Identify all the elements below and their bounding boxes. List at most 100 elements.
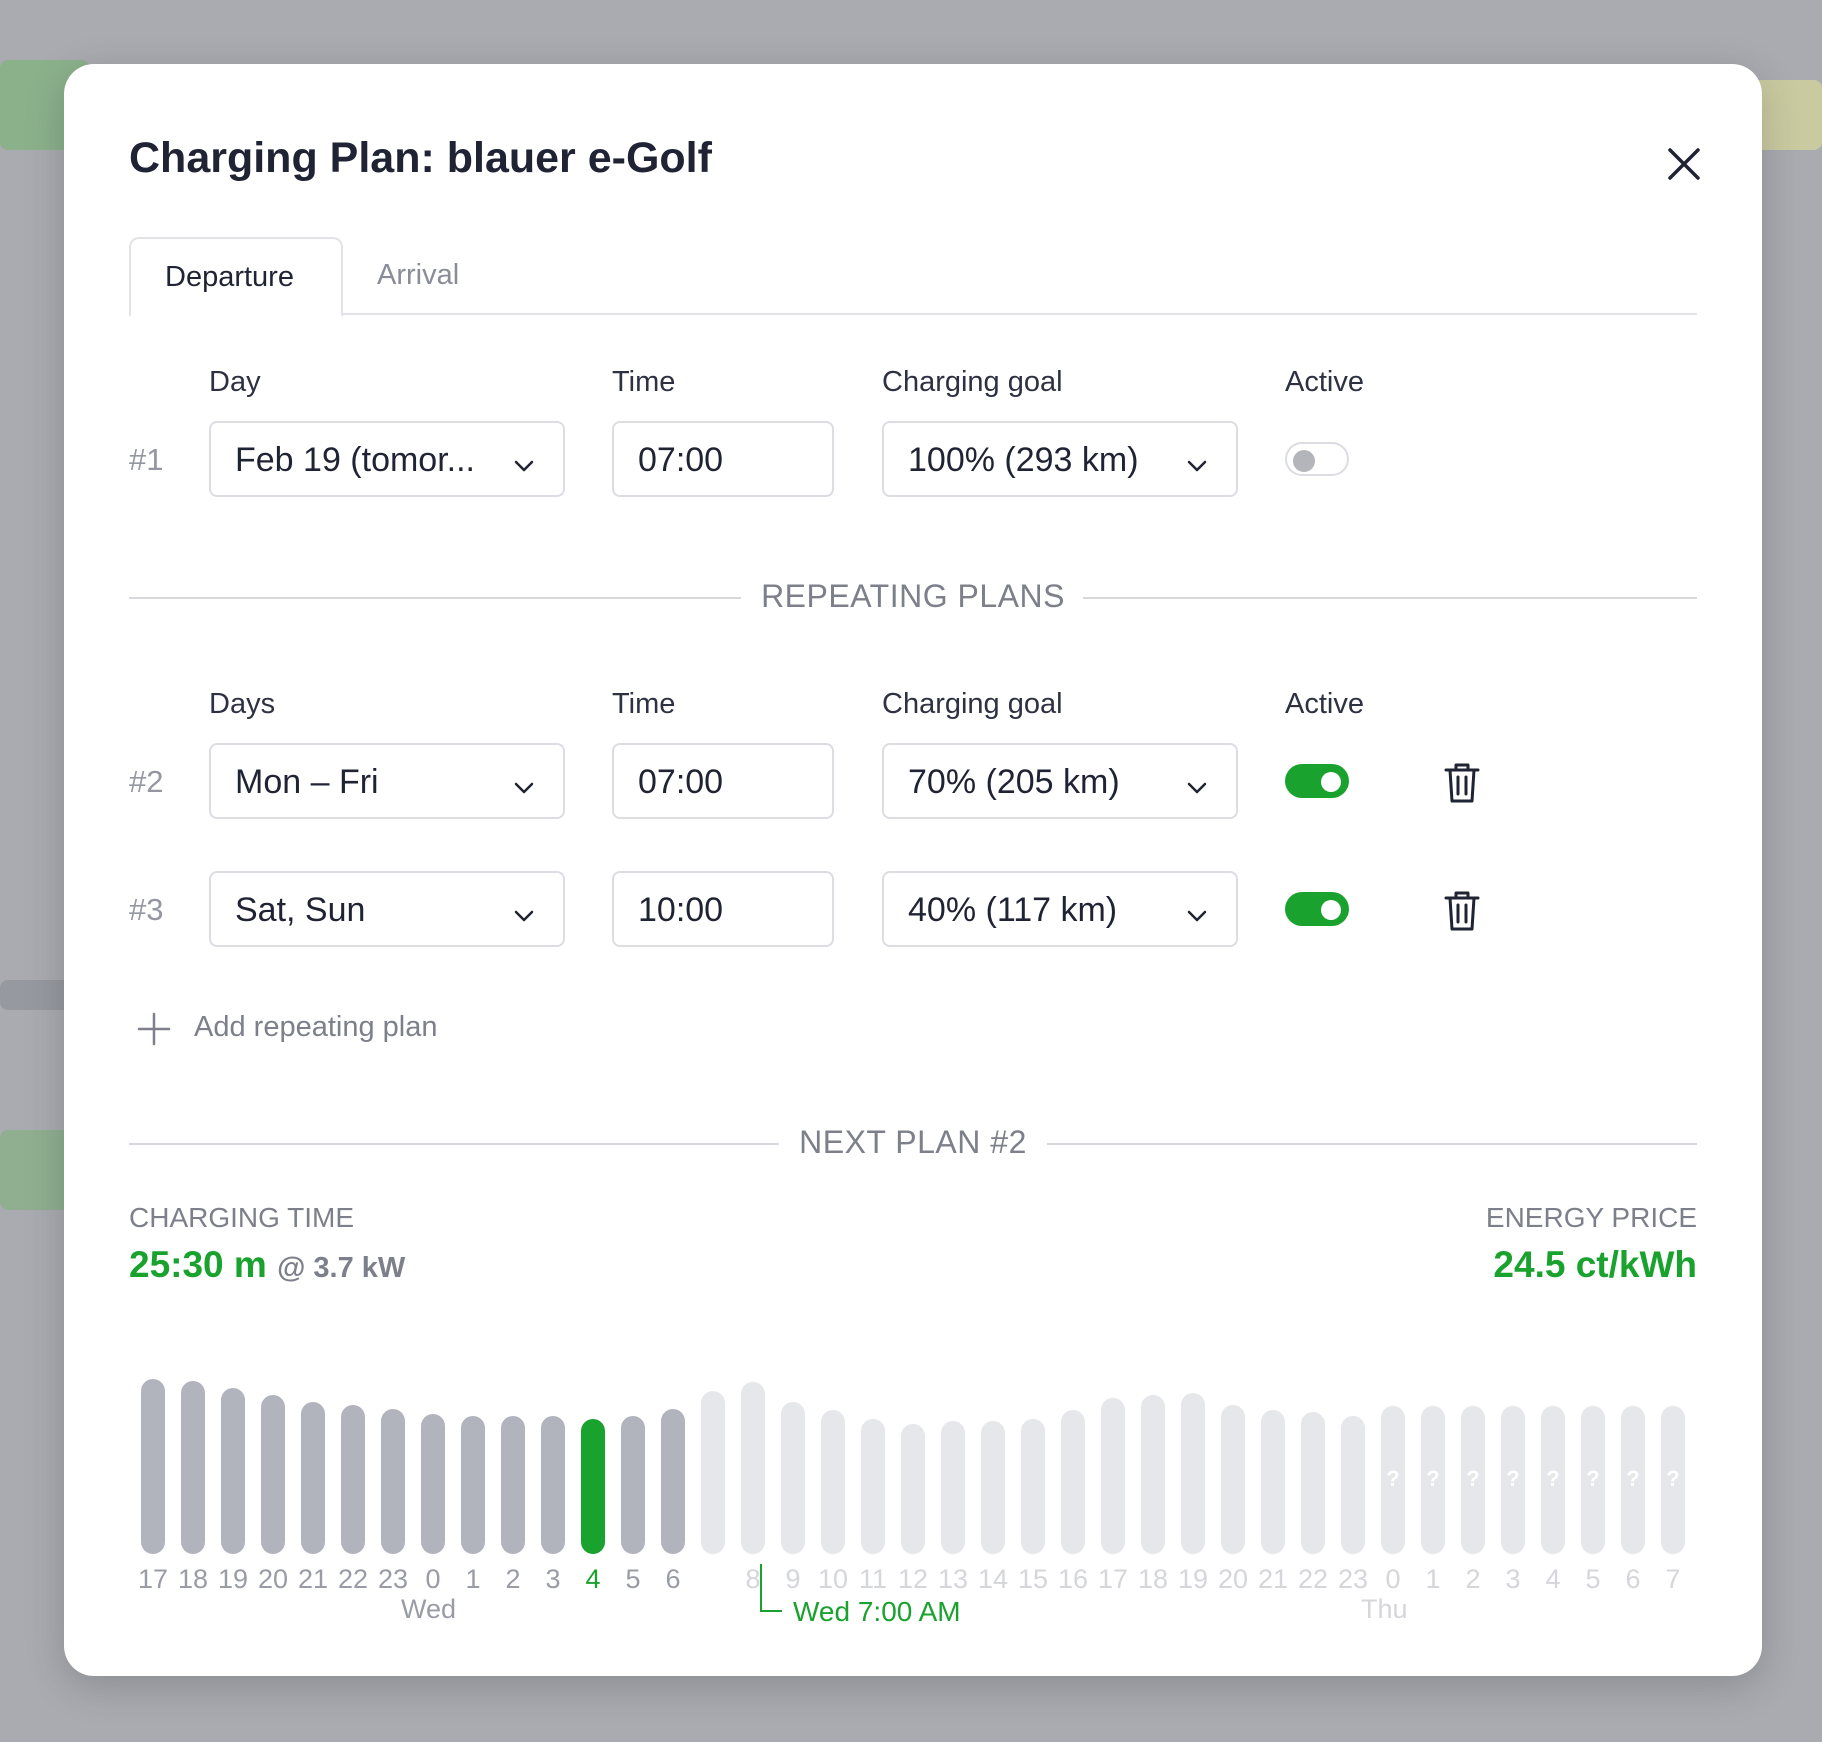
time-label: Time [612,366,676,398]
days-select[interactable]: Sat, Sun [209,871,565,947]
tab-departure[interactable]: Departure [129,237,343,317]
hour-label: 4 [585,1564,601,1594]
charging-goal-value: 100% (293 km) [908,441,1139,479]
price-bar [381,1409,405,1554]
hour-label: 18 [177,1564,209,1594]
day-select[interactable]: Feb 19 (tomor... [209,421,565,497]
delete-plan-button[interactable] [1442,889,1482,933]
price-bar [661,1409,685,1554]
trash-icon [1444,763,1480,803]
time-input-value: 07:00 [638,763,724,801]
price-bar [1021,1419,1045,1554]
charging-goal-select[interactable]: 40% (117 km) [882,871,1238,947]
price-bar [821,1410,845,1554]
hour-label: 23 [1337,1564,1369,1594]
price-bar [1101,1398,1125,1554]
charging-goal-value: 70% (205 km) [908,763,1120,801]
hour-label: 12 [897,1564,929,1594]
hour-label: 19 [1177,1564,1209,1594]
charging-plan-modal: Charging Plan: blauer e-Golf Departure A… [64,64,1762,1676]
price-bar [981,1421,1005,1554]
price-bar [1421,1406,1445,1554]
price-bar [1341,1416,1365,1554]
price-bar [861,1419,885,1554]
charging-goal-label: Charging goal [882,688,1063,720]
price-bar [461,1416,485,1554]
hour-label: 19 [217,1564,249,1594]
active-label: Active [1285,688,1364,720]
price-bar [341,1405,365,1554]
price-bar [501,1416,525,1554]
price-bar [1301,1412,1325,1554]
plan-number: #3 [129,892,164,927]
time-label: Time [612,688,676,720]
next-plan-divider: NEXT PLAN #2 [129,1124,1697,1164]
plan-number: #1 [129,442,164,477]
price-bar [901,1424,925,1554]
hour-label: 15 [1017,1564,1049,1594]
price-bar [621,1416,645,1554]
charging-goal-value: 40% (117 km) [908,891,1118,929]
price-bar [181,1381,205,1554]
hour-label: 18 [1137,1564,1169,1594]
price-bar [701,1391,725,1554]
hour-label: 14 [977,1564,1009,1594]
chevron-down-icon [1184,771,1210,797]
hour-label: 11 [858,1564,888,1594]
chevron-down-icon [1184,899,1210,925]
toggle-knob [1293,450,1315,472]
charging-time: 25:30 m [129,1244,267,1285]
energy-price-label: ENERGY PRICE [1485,1202,1697,1233]
hour-label: 1 [465,1564,481,1594]
day-label: Wed [401,1594,457,1624]
days-select-value: Mon – Fri [235,763,379,801]
charging-goal-label: Charging goal [882,366,1063,398]
hour-label: 9 [785,1564,801,1594]
plus-icon [136,1011,172,1047]
active-label: Active [1285,366,1364,398]
time-input[interactable]: 07:00 [612,421,834,497]
charging-goal-select[interactable]: 70% (205 km) [882,743,1238,819]
price-bar [221,1388,245,1554]
day-label: Day [209,366,261,398]
hour-label: 22 [1297,1564,1329,1594]
price-bar [1181,1393,1205,1554]
hour-label: 21 [297,1564,329,1594]
price-bar [1141,1395,1165,1554]
price-bar [1381,1406,1405,1554]
charging-goal-select[interactable]: 100% (293 km) [882,421,1238,497]
price-bar [261,1395,285,1554]
hour-label: 2 [1465,1564,1481,1594]
hour-label: 13 [937,1564,969,1594]
repeating-plans-title: REPEATING PLANS [761,578,1065,614]
active-toggle[interactable] [1285,442,1349,476]
close-icon [1668,148,1700,180]
chevron-down-icon [511,899,537,925]
price-bar [1501,1406,1525,1554]
hour-label: 20 [257,1564,289,1594]
chevron-down-icon [1184,449,1210,475]
hour-label: 20 [1217,1564,1249,1594]
unknown-price-marker: ? [1666,1466,1680,1491]
hour-label: 3 [1505,1564,1521,1594]
price-bar [1061,1410,1085,1554]
time-input[interactable]: 10:00 [612,871,834,947]
modal-title: Charging Plan: blauer e-Golf [129,134,712,182]
delete-plan-button[interactable] [1442,761,1482,805]
hour-label: 7 [1665,1564,1681,1594]
tab-arrival[interactable]: Arrival [377,259,460,291]
time-input[interactable]: 07:00 [612,743,834,819]
active-toggle[interactable] [1285,892,1349,926]
price-bar [741,1382,765,1554]
plan-number: #2 [129,764,164,799]
unknown-price-marker: ? [1506,1466,1520,1491]
hour-label: 0 [425,1564,441,1594]
hour-label: 6 [1625,1564,1641,1594]
price-bar [141,1379,165,1554]
hour-label: 4 [1545,1564,1561,1594]
close-button[interactable] [1660,140,1708,188]
days-select[interactable]: Mon – Fri [209,743,565,819]
charging-time-value: 25:30 m @ 3.7 kW [129,1244,405,1286]
price-bar [1541,1406,1565,1554]
active-toggle[interactable] [1285,764,1349,798]
